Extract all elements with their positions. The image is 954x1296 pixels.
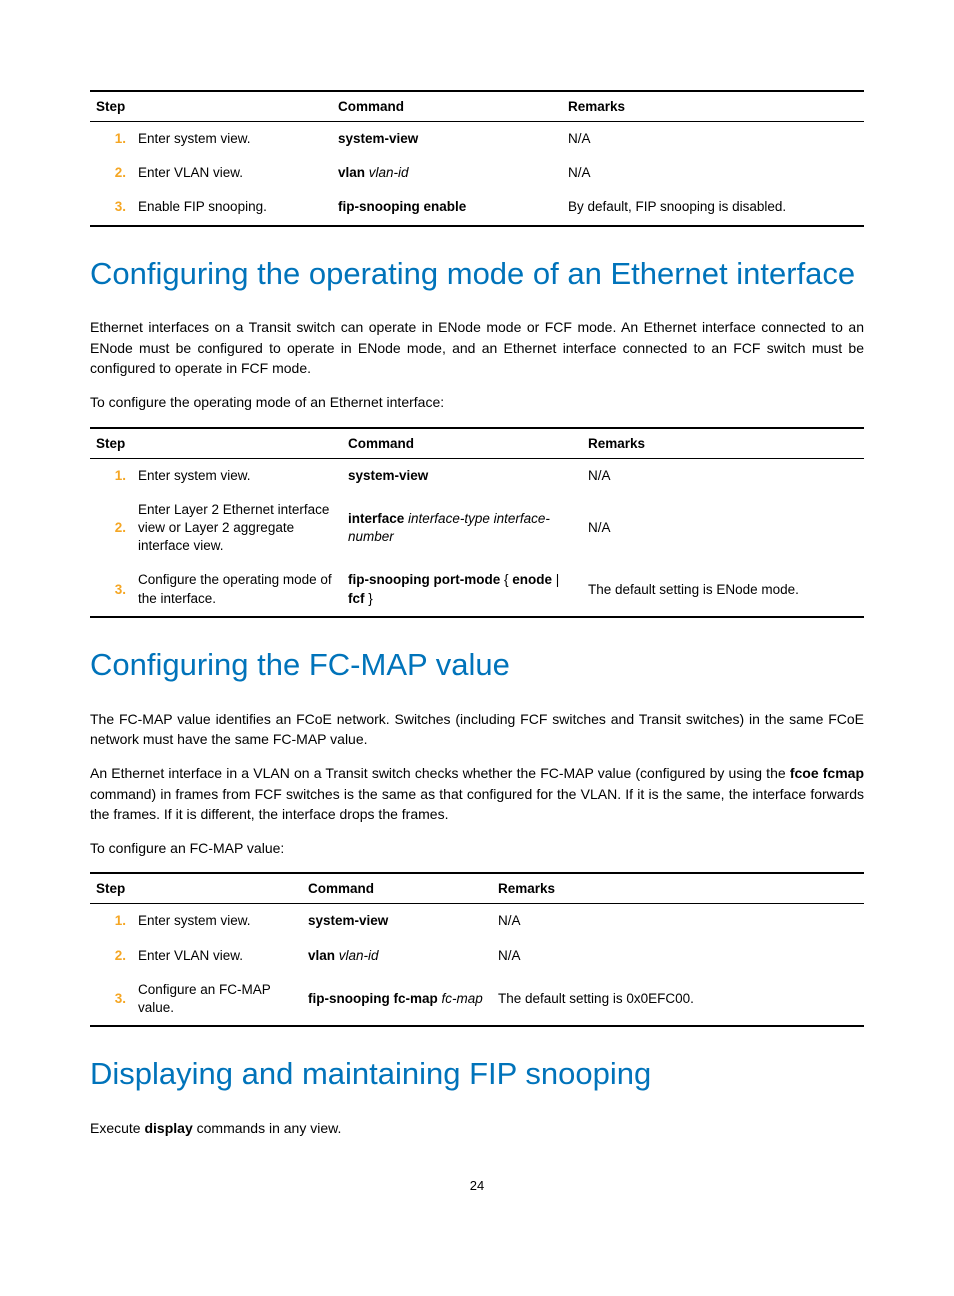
step-text: Enter Layer 2 Ethernet interface view or… <box>132 493 342 564</box>
step-number: 1. <box>90 904 132 939</box>
th-remarks: Remarks <box>492 873 864 904</box>
table2-body: 1.Enter system view.system-viewN/A2.Ente… <box>90 458 864 617</box>
command-text: interface interface-type interface-numbe… <box>342 493 582 564</box>
text: commands in any view. <box>193 1120 342 1136</box>
bold-display: display <box>144 1120 192 1136</box>
command-text: fip-snooping enable <box>332 190 562 225</box>
step-text: Enter VLAN view. <box>132 156 332 190</box>
remarks-text: N/A <box>492 904 864 939</box>
step-number: 1. <box>90 458 132 493</box>
table3-body: 1.Enter system view.system-viewN/A2.Ente… <box>90 904 864 1026</box>
table-enable-fip-snooping: Step Command Remarks 1.Enter system view… <box>90 90 864 227</box>
para-fcmap-lead: To configure an FC-MAP value: <box>90 838 864 858</box>
step-number: 1. <box>90 122 132 157</box>
command-text: vlan vlan-id <box>332 156 562 190</box>
step-text: Configure the operating mode of the inte… <box>132 563 342 616</box>
step-text: Configure an FC-MAP value. <box>132 973 302 1026</box>
table1-body: 1.Enter system view.system-viewN/A2.Ente… <box>90 122 864 226</box>
remarks-text: N/A <box>582 458 864 493</box>
table-row: 3.Configure the operating mode of the in… <box>90 563 864 616</box>
heading-configuring-fcmap: Configuring the FC-MAP value <box>90 646 864 685</box>
step-text: Enable FIP snooping. <box>132 190 332 225</box>
text: Execute <box>90 1120 144 1136</box>
table-fcmap: Step Command Remarks 1.Enter system view… <box>90 872 864 1027</box>
remarks-text: By default, FIP snooping is disabled. <box>562 190 864 225</box>
step-text: Enter system view. <box>132 904 302 939</box>
th-remarks: Remarks <box>582 428 864 459</box>
remarks-text: N/A <box>562 122 864 157</box>
step-text: Enter system view. <box>132 458 342 493</box>
command-text: system-view <box>332 122 562 157</box>
remarks-text: The default setting is ENode mode. <box>582 563 864 616</box>
table-operating-mode: Step Command Remarks 1.Enter system view… <box>90 427 864 618</box>
step-number: 3. <box>90 973 132 1026</box>
table-row: 3.Configure an FC-MAP value.fip-snooping… <box>90 973 864 1026</box>
remarks-text: The default setting is 0x0EFC00. <box>492 973 864 1026</box>
remarks-text: N/A <box>582 493 864 564</box>
step-number: 3. <box>90 563 132 616</box>
th-step: Step <box>90 873 302 904</box>
command-text: system-view <box>302 904 492 939</box>
step-number: 3. <box>90 190 132 225</box>
para-operating-mode-lead: To configure the operating mode of an Et… <box>90 392 864 412</box>
step-number: 2. <box>90 939 132 973</box>
text: command) in frames from FCF switches is … <box>90 786 864 822</box>
table-row: 3.Enable FIP snooping.fip-snooping enabl… <box>90 190 864 225</box>
bold-fcoe-fcmap: fcoe fcmap <box>790 765 864 781</box>
table-row: 2.Enter VLAN view.vlan vlan-idN/A <box>90 156 864 190</box>
step-text: Enter VLAN view. <box>132 939 302 973</box>
step-text: Enter system view. <box>132 122 332 157</box>
para-fcmap-desc2: An Ethernet interface in a VLAN on a Tra… <box>90 763 864 824</box>
table-row: 2.Enter VLAN view.vlan vlan-idN/A <box>90 939 864 973</box>
table-row: 1.Enter system view.system-viewN/A <box>90 458 864 493</box>
para-display-desc: Execute display commands in any view. <box>90 1118 864 1138</box>
heading-configuring-operating-mode: Configuring the operating mode of an Eth… <box>90 255 864 294</box>
page-content: Step Command Remarks 1.Enter system view… <box>0 0 954 1233</box>
remarks-text: N/A <box>492 939 864 973</box>
command-text: fip-snooping port-mode { enode | fcf } <box>342 563 582 616</box>
command-text: system-view <box>342 458 582 493</box>
text: An Ethernet interface in a VLAN on a Tra… <box>90 765 790 781</box>
remarks-text: N/A <box>562 156 864 190</box>
th-command: Command <box>332 91 562 122</box>
th-command: Command <box>342 428 582 459</box>
para-fcmap-desc1: The FC-MAP value identifies an FCoE netw… <box>90 709 864 750</box>
th-step: Step <box>90 428 342 459</box>
table-row: 1.Enter system view.system-viewN/A <box>90 904 864 939</box>
th-step: Step <box>90 91 332 122</box>
command-text: vlan vlan-id <box>302 939 492 973</box>
th-command: Command <box>302 873 492 904</box>
para-operating-mode-desc: Ethernet interfaces on a Transit switch … <box>90 317 864 378</box>
heading-display-maintain: Displaying and maintaining FIP snooping <box>90 1055 864 1094</box>
step-number: 2. <box>90 493 132 564</box>
command-text: fip-snooping fc-map fc-map <box>302 973 492 1026</box>
th-remarks: Remarks <box>562 91 864 122</box>
page-number: 24 <box>90 1178 864 1193</box>
table-row: 2.Enter Layer 2 Ethernet interface view … <box>90 493 864 564</box>
table-row: 1.Enter system view.system-viewN/A <box>90 122 864 157</box>
step-number: 2. <box>90 156 132 190</box>
